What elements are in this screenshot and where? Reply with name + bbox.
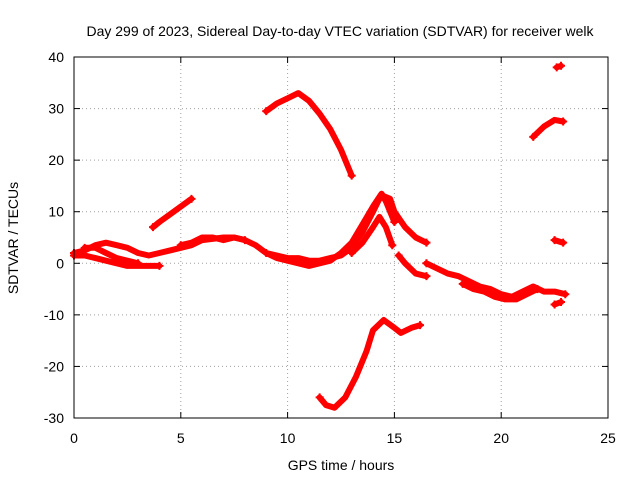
series-marker xyxy=(347,248,356,257)
series-marker xyxy=(422,238,431,247)
series-marker xyxy=(557,61,566,70)
x-tick-label: 25 xyxy=(600,430,616,446)
y-axis-label: SDTVAR / TECUs xyxy=(5,182,21,294)
series-marker xyxy=(262,248,271,257)
series-marker xyxy=(458,279,467,288)
series-marker xyxy=(550,300,559,309)
series-marker xyxy=(390,218,399,227)
series-arc-10 xyxy=(395,252,430,280)
x-tick-label: 0 xyxy=(70,430,78,446)
series-arc-9 xyxy=(316,317,423,411)
axis-ticks: 0 5 10 15 20 25 -30 -20 -10 0 10 20 30 40 xyxy=(44,49,616,446)
x-tick-label: 10 xyxy=(280,430,296,446)
series-marker xyxy=(134,259,143,268)
series-marker xyxy=(550,236,559,245)
x-tick-label: 5 xyxy=(177,430,185,446)
series-arc-4 xyxy=(177,234,248,249)
series-marker xyxy=(533,285,542,294)
y-tick-label: -20 xyxy=(44,358,64,374)
series-marker xyxy=(559,238,568,247)
series-marker xyxy=(422,259,431,268)
x-tick-label: 15 xyxy=(387,430,403,446)
y-tick-label: 20 xyxy=(48,152,64,168)
y-tick-label: 10 xyxy=(48,204,64,220)
series-marker xyxy=(187,194,196,203)
data-series xyxy=(70,61,570,411)
series-arc-14 xyxy=(530,116,567,140)
series-marker xyxy=(240,236,249,245)
series-arc-2 xyxy=(71,252,163,269)
series-marker xyxy=(559,117,568,126)
series-arc-8 xyxy=(263,90,355,179)
series-arc-7 xyxy=(150,195,195,231)
grid xyxy=(74,57,608,418)
series-marker xyxy=(557,297,566,306)
series-marker xyxy=(388,241,397,250)
series-marker xyxy=(529,132,538,141)
series-arc-11 xyxy=(423,260,569,300)
series-marker xyxy=(552,63,561,72)
series-arc-3 xyxy=(81,244,142,267)
chart-title: Day 299 of 2023, Sidereal Day-to-day VTE… xyxy=(86,23,594,39)
x-axis-label: GPS time / hours xyxy=(288,457,395,473)
series-marker xyxy=(262,107,271,116)
y-tick-label: -30 xyxy=(44,410,64,426)
series-marker xyxy=(347,171,356,180)
series-marker xyxy=(394,251,403,260)
plot-frame xyxy=(73,56,609,419)
series-marker xyxy=(155,261,164,270)
series-marker xyxy=(149,223,158,232)
y-tick-label: -10 xyxy=(44,307,64,323)
series-arc-5 xyxy=(263,190,398,269)
y-tick-label: 30 xyxy=(48,101,64,117)
series-marker xyxy=(315,393,324,402)
series-arc-6 xyxy=(348,213,396,256)
series-marker xyxy=(561,290,570,299)
series-arc-12 xyxy=(459,280,541,303)
series-marker xyxy=(416,321,425,330)
series-marker xyxy=(176,241,185,250)
x-tick-label: 20 xyxy=(493,430,509,446)
series-marker xyxy=(80,243,89,252)
y-tick-label: 40 xyxy=(48,49,64,65)
y-tick-label: 0 xyxy=(56,255,64,271)
series-marker xyxy=(422,272,431,281)
